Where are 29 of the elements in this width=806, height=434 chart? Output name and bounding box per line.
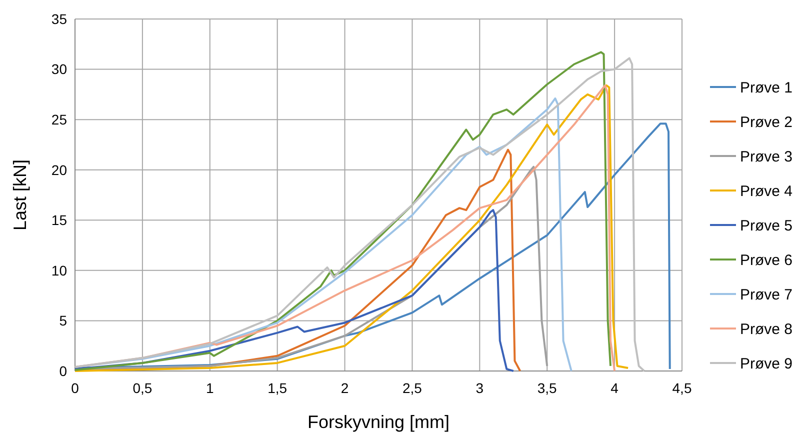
x-tick-label: 0,5 [132, 380, 152, 396]
y-tick-label: 5 [59, 312, 68, 329]
legend-label: Prøve 9 [740, 355, 793, 372]
legend-label: Prøve 5 [740, 217, 793, 234]
legend-label: Prøve 7 [740, 286, 793, 304]
legend-label: Prøve 1 [740, 79, 793, 96]
y-tick-label: 10 [51, 262, 68, 278]
x-tick-label: 4 [610, 380, 619, 396]
x-tick-label: 1,5 [268, 380, 288, 396]
x-tick-label: 1 [206, 380, 214, 396]
x-tick-label: 3,5 [537, 380, 558, 396]
legend-label: Prøve 8 [740, 320, 793, 338]
y-tick-label: 0 [59, 362, 68, 379]
y-tick-label: 20 [51, 162, 68, 178]
y-axis-title: Last [kN] [10, 159, 30, 231]
x-axis-title: Forskyvning [mm] [307, 412, 450, 432]
x-tick-label: 2,5 [402, 380, 422, 396]
y-tick-label: 30 [51, 61, 68, 78]
y-tick-label: 35 [51, 10, 68, 27]
legend-label: Prøve 3 [740, 148, 793, 166]
x-tick-label: 3 [476, 380, 484, 396]
y-tick-label: 25 [51, 111, 68, 128]
legend-label: Prøve 2 [740, 114, 793, 131]
legend-label: Prøve 6 [740, 252, 793, 269]
legend-label: Prøve 4 [740, 182, 793, 200]
y-tick-label: 15 [51, 212, 68, 228]
x-tick-label: 2 [340, 380, 349, 396]
x-tick-label: 4,5 [672, 380, 692, 396]
x-tick-label: 0 [71, 380, 80, 396]
